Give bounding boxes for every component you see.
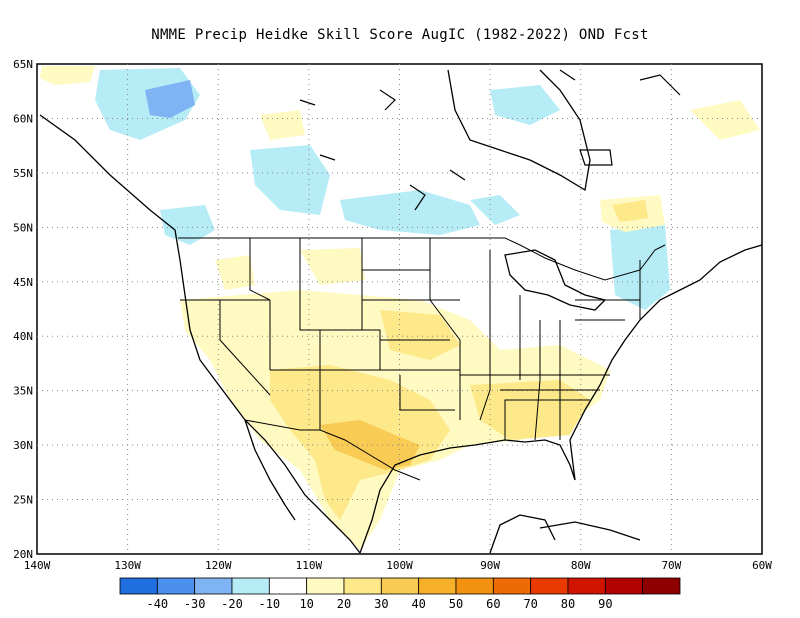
state-line xyxy=(399,375,455,411)
cuba-coast xyxy=(539,521,641,541)
lake xyxy=(319,154,336,161)
yellow-patch xyxy=(300,248,365,285)
longitude-label: 70W xyxy=(661,559,681,572)
yellow-patch xyxy=(690,100,760,140)
longitude-label: 90W xyxy=(480,559,500,572)
colorbar-swatch xyxy=(119,577,158,595)
longitude-label: 130W xyxy=(114,559,141,572)
colorbar-label: -30 xyxy=(184,597,206,611)
colorbar-swatch xyxy=(604,577,644,595)
lake xyxy=(579,149,613,166)
latitude-label: 25N xyxy=(13,494,33,507)
lake xyxy=(449,169,466,181)
longitude-labels: 140W 130W 120W 110W 100W 90W 80W 70W 60W xyxy=(24,559,773,572)
latitude-label: 20N xyxy=(13,548,33,561)
colorbar-swatch xyxy=(343,577,382,595)
latitude-label: 45N xyxy=(13,276,33,289)
map-title: NMME Precip Heidke Skill Score AugIC (19… xyxy=(151,27,649,43)
colorbar-label: -40 xyxy=(146,597,168,611)
latitude-label: 55N xyxy=(13,167,33,180)
colorbar-label: 40 xyxy=(411,597,425,611)
colorbar-swatch xyxy=(455,577,494,595)
colorbar-swatch xyxy=(268,577,308,595)
state-line xyxy=(249,238,271,301)
colorbar-label: 30 xyxy=(374,597,388,611)
blue-patch xyxy=(250,145,330,215)
latitude-label: 50N xyxy=(13,221,33,234)
colorbar-swatch xyxy=(380,577,420,595)
colorbar-swatch xyxy=(642,577,681,595)
latitude-label: 40N xyxy=(13,330,33,343)
us-mexico-border xyxy=(244,419,421,481)
state-line xyxy=(429,238,461,420)
yellow-patch xyxy=(380,310,460,360)
longitude-label: 140W xyxy=(24,559,51,572)
yellow-patch xyxy=(40,66,95,85)
yellow-patch xyxy=(260,110,305,140)
great-lakes xyxy=(504,249,607,311)
latitude-label: 35N xyxy=(13,385,33,398)
colorbar xyxy=(119,577,681,595)
state-borders xyxy=(178,237,666,481)
yucatan-coast xyxy=(489,514,556,554)
baja-peninsula xyxy=(244,419,296,521)
colorbar-label: 60 xyxy=(486,597,500,611)
state-line xyxy=(534,320,541,441)
state-line xyxy=(504,399,590,440)
colorbar-label: -20 xyxy=(221,597,243,611)
latitude-label: 30N xyxy=(13,439,33,452)
blue-patch xyxy=(160,205,215,245)
state-line xyxy=(299,238,381,370)
lake xyxy=(379,89,396,111)
blue-patch xyxy=(145,80,195,118)
pacific-coast xyxy=(39,114,361,554)
colorbar-label: 10 xyxy=(299,597,313,611)
latitude-labels: 65N 60N 55N 50N 45N 40N 35N 30N 25N 20N xyxy=(13,58,33,561)
longitude-label: 110W xyxy=(296,559,323,572)
hudson-bay xyxy=(447,69,591,192)
colorbar-label: 50 xyxy=(449,597,463,611)
colorbar-swatch xyxy=(492,577,532,595)
blue-patch xyxy=(490,85,560,125)
state-line xyxy=(219,300,271,396)
blue-patch xyxy=(470,195,520,225)
canadian-lakes xyxy=(299,69,681,211)
yellow-patch xyxy=(215,255,255,290)
latitude-label: 60N xyxy=(13,112,33,125)
colorbar-swatch xyxy=(156,577,196,595)
state-line xyxy=(479,250,491,421)
colorbar-swatch xyxy=(194,577,233,595)
lake xyxy=(409,184,426,211)
colorbar-swatch xyxy=(306,577,345,595)
colorbar-swatch xyxy=(231,577,270,595)
gridlines xyxy=(37,64,762,554)
colorbar-label: -10 xyxy=(258,597,280,611)
lake xyxy=(559,69,576,81)
yellow-patch xyxy=(612,200,648,222)
colorbar-label: 70 xyxy=(523,597,537,611)
longitude-label: 100W xyxy=(386,559,413,572)
us-canada-border xyxy=(178,237,666,281)
gulf-coast xyxy=(359,439,576,554)
colorbar-label: 80 xyxy=(561,597,575,611)
blue-patch xyxy=(340,190,480,235)
lake xyxy=(299,99,316,106)
longitude-label: 120W xyxy=(205,559,232,572)
colorbar-label: 20 xyxy=(337,597,351,611)
colorbar-swatch xyxy=(530,577,569,595)
colorbar-swatch xyxy=(418,577,457,595)
latitude-label: 65N xyxy=(13,58,33,71)
longitude-label: 60W xyxy=(752,559,772,572)
colorbar-label: 90 xyxy=(598,597,612,611)
colorbar-labels: -40 -30 -20 -10 10 20 30 40 50 60 70 80 90 xyxy=(146,597,612,611)
lake xyxy=(639,74,681,96)
colorbar-swatch xyxy=(567,577,606,595)
longitude-label: 80W xyxy=(571,559,591,572)
orange-patch xyxy=(320,420,420,470)
